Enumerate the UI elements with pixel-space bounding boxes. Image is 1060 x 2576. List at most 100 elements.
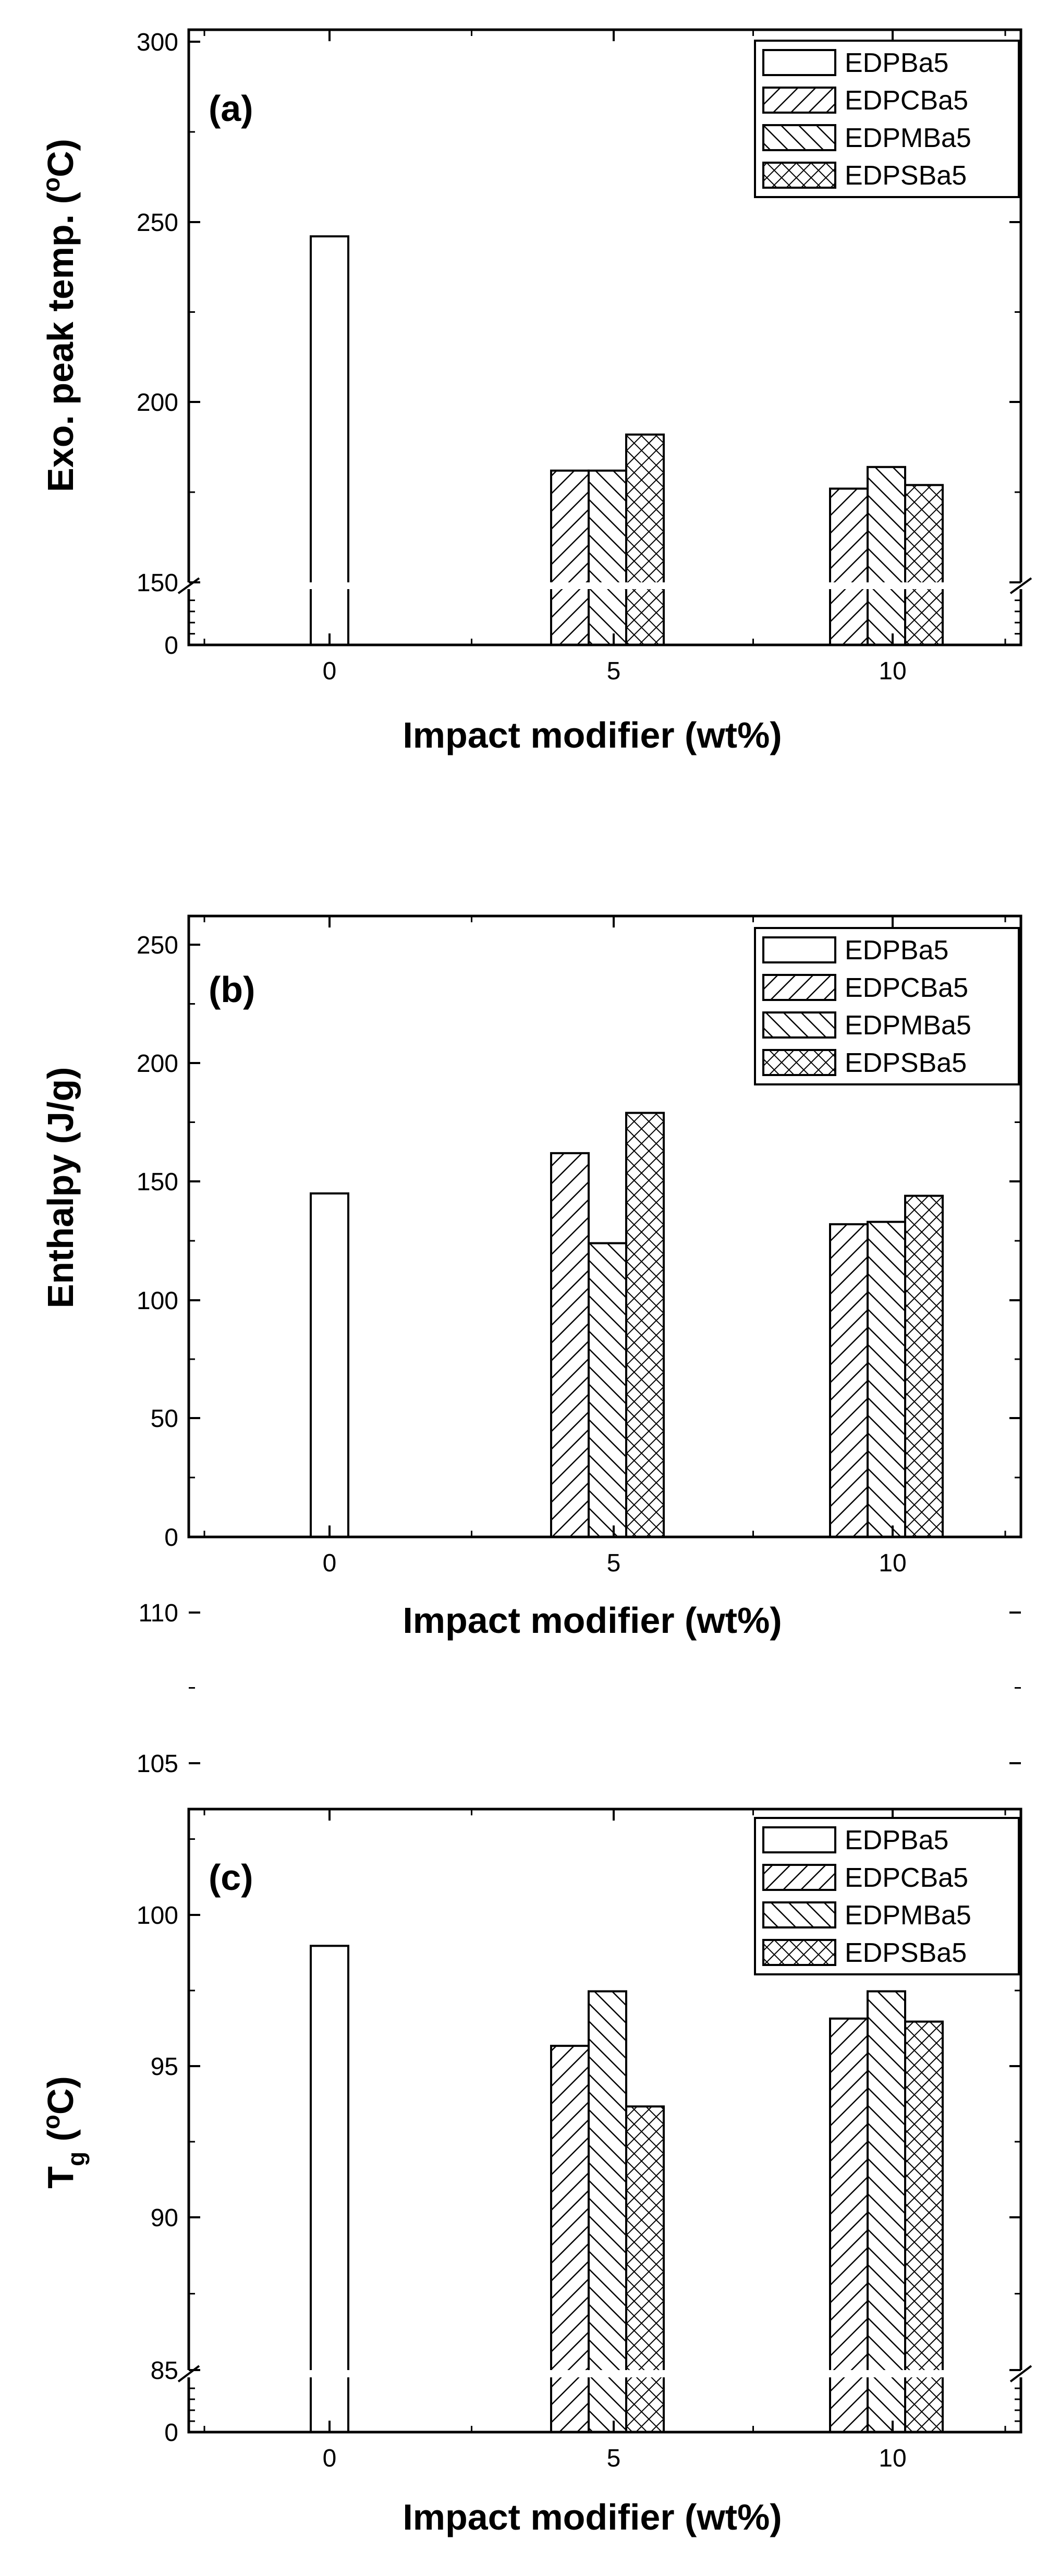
legend-label: EDPCBa5 [845,973,968,1003]
bar [867,1990,906,2433]
bar [829,2017,869,2434]
plot-area: 0 85 90 95 100 105 110 0 5 10 EDPBa5 EDPCBa5 EDPMBa5… [137,1600,1032,2472]
bar [588,1990,627,2433]
legend-label: EDPSBa5 [845,1938,967,1968]
legend: EDPBa5 EDPCBa5 EDPMBa5 EDPSBa5 [754,927,1020,1085]
bar [588,1242,627,1538]
legend-label: EDPBa5 [845,1825,948,1855]
axis-break-mark [177,2365,200,2383]
y-tick-label: 100 [137,1287,178,1315]
y-tick-label: 50 [151,1405,178,1433]
y-tick-label: 105 [137,1750,178,1778]
y-axis-title: Exo. peak temp. (oC) [38,139,81,492]
y-tick-label: 0 [164,2419,178,2447]
x-tick-label: 10 [879,2445,906,2472]
chart-panel-c: 0 85 90 95 100 105 110 0 5 10 EDPBa5 EDPCBa5 EDPMBa5… [38,1600,1032,2537]
bar [550,1152,590,1539]
x-tick-label: 5 [607,2445,621,2472]
panel-label: (a) [209,88,253,129]
bar [904,484,944,646]
plot-frame [187,914,1022,1539]
legend-label: EDPBa5 [845,935,948,966]
legend-label: EDPSBa5 [845,1048,967,1078]
plot-frame [187,28,1022,646]
bar [625,1112,665,1538]
y-tick-label: 85 [151,2357,178,2385]
axis-break-mark [177,577,200,594]
bar [550,469,590,646]
y-tick-label: 200 [137,389,178,417]
legend: EDPBa5 EDPCBa5 EDPMBa5 EDPSBa5 [754,1817,1020,1975]
y-tick-label: 150 [137,569,178,597]
axis-break-gap [188,582,1022,589]
legend-swatch [762,974,836,1001]
bar [904,2020,944,2434]
bar [625,433,665,646]
bar [310,1945,349,2434]
x-axis-title: Impact modifier (wt%) [403,2497,782,2537]
y-tick-label: 0 [164,632,178,660]
legend-swatch [762,162,836,189]
y-tick-label: 150 [137,1168,178,1196]
legend-swatch [762,1901,836,1928]
x-tick-label: 0 [323,657,337,685]
legend-swatch [762,936,836,963]
bar [550,2045,590,2433]
plot-frame [187,1808,1022,2434]
y-axis-title: Tg (oC) [38,2076,90,2189]
legend-label: EDPMBa5 [845,1900,971,1931]
axis-break-mark [1009,577,1032,594]
y-tick-label: 200 [137,1050,178,1078]
legend-swatch [762,124,836,151]
y-tick-label: 0 [164,1524,178,1552]
bar [588,469,627,646]
y-tick-label: 300 [137,29,178,56]
x-tick-label: 0 [323,2445,337,2472]
y-tick-label: 250 [137,932,178,959]
bar [310,235,349,646]
bar [904,1194,944,1539]
legend-label: EDPSBa5 [845,161,967,191]
legend-label: EDPMBa5 [845,1010,971,1041]
bar [310,1192,349,1539]
y-tick-label: 250 [137,209,178,237]
x-tick-label: 5 [607,657,621,685]
bar [829,487,869,646]
bar [625,2105,665,2433]
panel-label: (c) [209,1857,253,1898]
legend: EDPBa5 EDPCBa5 EDPMBa5 EDPSBa5 [754,40,1020,198]
legend-label: EDPMBa5 [845,123,971,153]
x-tick-label: 10 [879,1549,906,1577]
bar [867,466,906,646]
legend-swatch [762,1826,836,1853]
y-tick-label: 95 [151,2053,178,2081]
legend-swatch [762,49,836,76]
bar [867,1220,906,1538]
legend-label: EDPBa5 [845,48,948,78]
y-tick-label: 90 [151,2204,178,2232]
legend-swatch [762,1011,836,1039]
legend-swatch [762,1864,836,1891]
bar [829,1223,869,1538]
panel-label: (b) [209,969,255,1010]
x-axis-title: Impact modifier (wt%) [403,715,782,755]
y-tick-label: 100 [137,1902,178,1930]
x-tick-label: 10 [879,657,906,685]
x-tick-label: 0 [323,1549,337,1577]
legend-swatch [762,1939,836,1966]
legend-swatch [762,87,836,114]
legend-label: EDPCBa5 [845,1863,968,1893]
y-tick-label: 110 [138,1600,178,1627]
axis-break-mark [1009,2365,1032,2383]
legend-label: EDPCBa5 [845,86,968,116]
legend-swatch [762,1049,836,1076]
y-axis-title: Enthalpy (J/g) [40,1067,81,1309]
x-axis-title: Impact modifier (wt%) [403,1600,782,1641]
x-tick-label: 5 [607,1549,621,1577]
axis-break-gap [188,2370,1022,2377]
